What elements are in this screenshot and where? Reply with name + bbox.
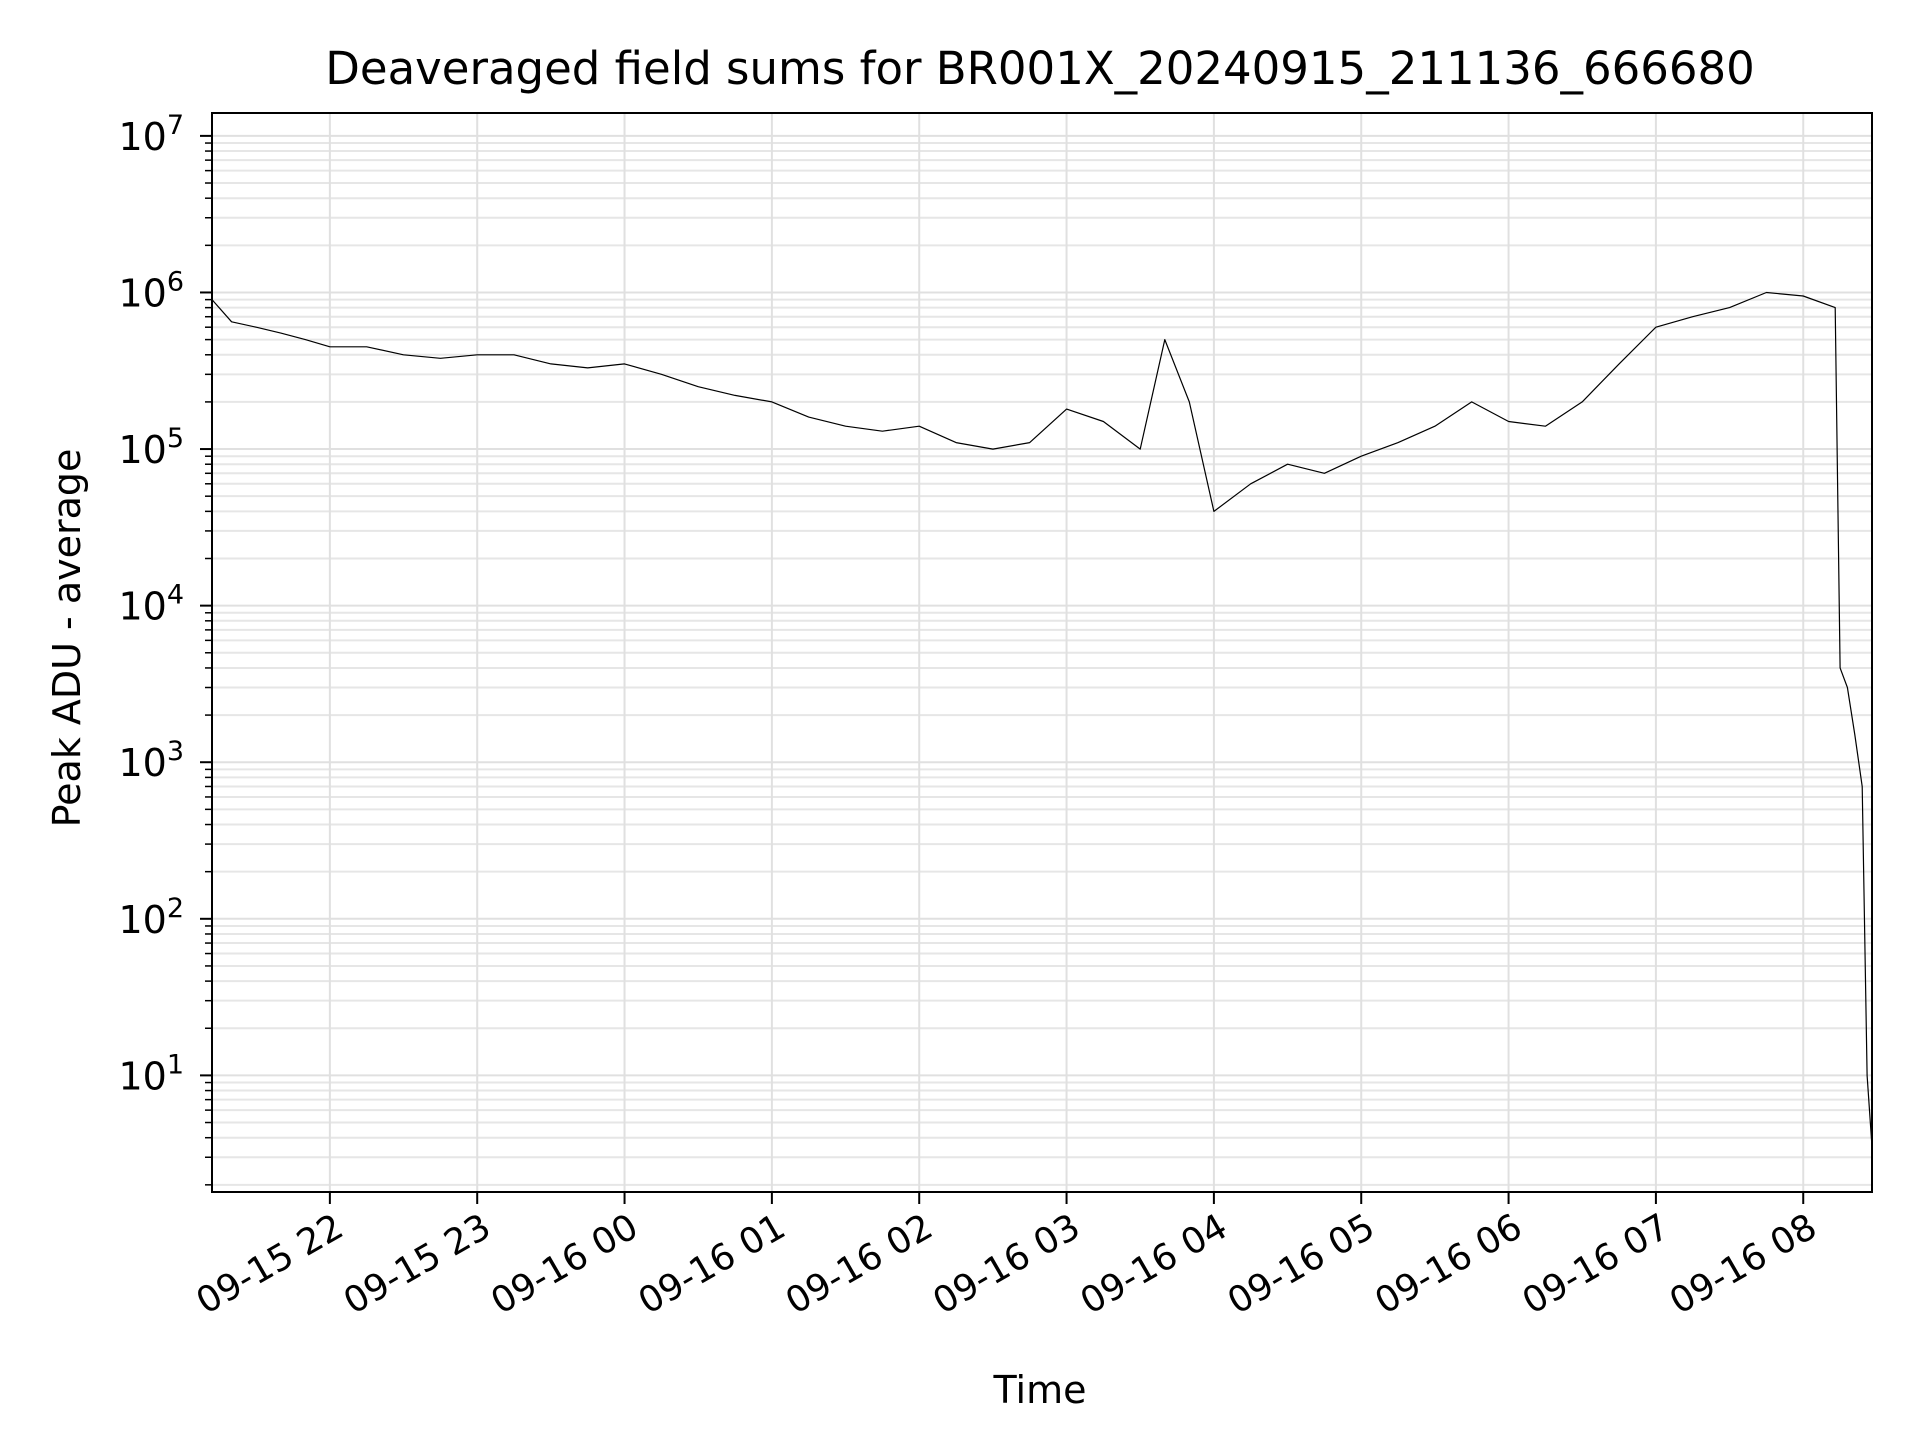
- x-axis-label: Time: [993, 1368, 1087, 1412]
- plot-area: [211, 291, 1873, 1147]
- y-tick-label: 101: [118, 1049, 184, 1098]
- y-tick-label: 103: [118, 736, 184, 785]
- series-line: [211, 291, 1873, 1147]
- y-tick-label: 107: [118, 110, 184, 159]
- chart-title: Deaveraged field sums for BR001X_2024091…: [325, 42, 1755, 95]
- y-tick-label: 106: [118, 266, 184, 315]
- y-tick-label: 104: [118, 580, 184, 629]
- grid: [212, 113, 1872, 1192]
- y-tick-label: 105: [118, 423, 184, 472]
- y-axis-label: Peak ADU - average: [45, 449, 89, 828]
- y-tick-label: 102: [118, 893, 184, 942]
